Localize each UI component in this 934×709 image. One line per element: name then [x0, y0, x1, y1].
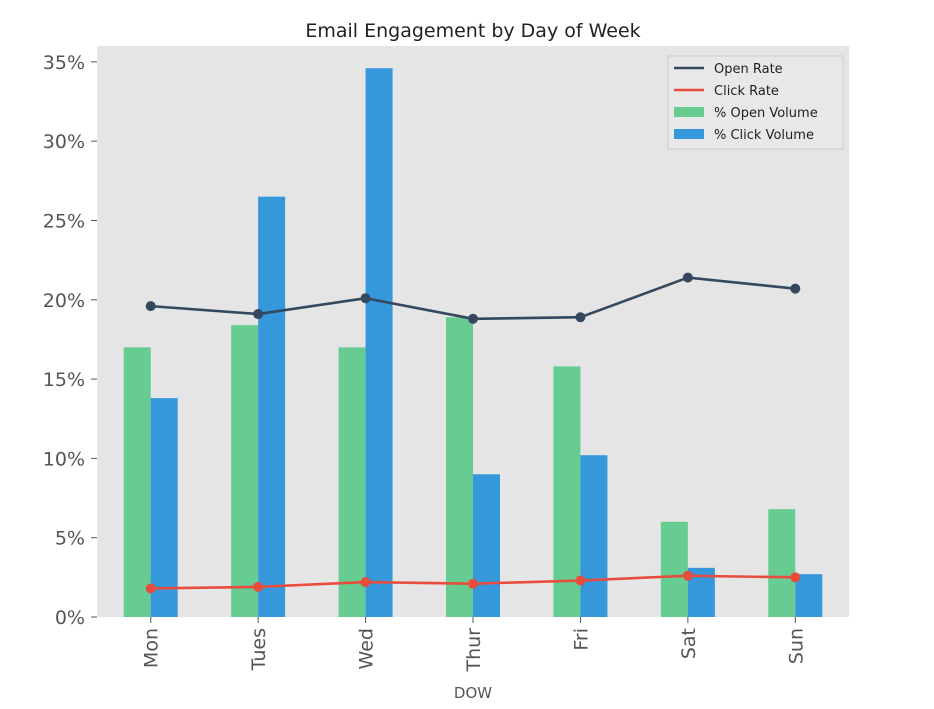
bar-open-volume-thur — [446, 317, 473, 617]
legend: Open Rate Click Rate % Open Volume % Click … — [667, 55, 844, 150]
x-tick-label-fri: Fri — [570, 628, 592, 651]
y-tick-label: 20% — [43, 290, 85, 312]
x-tick-label-tues: Tues — [248, 628, 270, 671]
legend-label-click-rate: Click Rate — [714, 84, 779, 99]
x-tick-label-sun: Sun — [785, 628, 807, 664]
bar-open-volume-mon — [123, 347, 151, 617]
point-open-rate-fri — [575, 312, 586, 323]
y-tick-label: 0% — [55, 607, 85, 629]
legend-swatch-open-volume — [674, 107, 704, 117]
y-tick-label: 15% — [43, 369, 85, 391]
point-open-rate-wed — [360, 293, 371, 304]
bar-click-volume-sun — [795, 574, 823, 617]
legend-label-click-volume: % Click Volume — [714, 128, 814, 143]
legend-swatch-click-volume — [674, 129, 704, 139]
chart-title: Email Engagement by Day of Week — [305, 20, 640, 42]
bar-open-volume-sun — [768, 509, 796, 617]
point-open-rate-tues — [253, 309, 264, 320]
x-axis: Mon Tues Wed Thur Fri Sat Sun — [141, 617, 807, 673]
bar-click-volume-mon — [150, 398, 178, 617]
bars-layer — [123, 68, 823, 618]
bar-click-volume-wed — [365, 68, 393, 617]
legend-label-open-rate: Open Rate — [714, 62, 783, 77]
y-tick-label: 5% — [55, 528, 85, 550]
bar-open-volume-tues — [231, 325, 259, 617]
point-click-rate-tues — [253, 581, 264, 592]
point-click-rate-wed — [360, 577, 371, 588]
legend-label-open-volume: % Open Volume — [714, 106, 818, 121]
x-tick-label-sat: Sat — [678, 628, 700, 659]
bar-open-volume-wed — [338, 347, 366, 617]
y-axis: 0% 5% 10% 15% 20% 25% 30% 35% — [43, 52, 97, 629]
point-open-rate-sun — [790, 283, 801, 294]
point-open-rate-sat — [682, 272, 693, 283]
bar-click-volume-thur — [473, 474, 500, 617]
x-tick-label-thur: Thur — [463, 628, 485, 673]
y-tick-label: 30% — [43, 131, 85, 153]
point-click-rate-thur — [468, 578, 478, 589]
point-click-rate-sat — [682, 570, 693, 581]
x-tick-label-mon: Mon — [141, 628, 163, 668]
point-open-rate-thur — [468, 313, 478, 324]
y-tick-label: 35% — [43, 52, 85, 74]
bar-open-volume-fri — [553, 366, 581, 617]
point-open-rate-mon — [145, 301, 156, 312]
point-click-rate-fri — [575, 575, 586, 586]
y-tick-label: 10% — [43, 448, 85, 470]
y-tick-label: 25% — [43, 210, 85, 232]
lines-layer — [145, 272, 801, 594]
bar-click-volume-fri — [580, 455, 608, 617]
x-axis-title: DOW — [454, 684, 492, 702]
bar-open-volume-sat — [660, 521, 688, 617]
x-tick-label-wed: Wed — [356, 628, 378, 669]
point-click-rate-sun — [790, 572, 801, 583]
point-click-rate-mon — [145, 583, 156, 594]
bar-click-volume-tues — [258, 196, 286, 618]
